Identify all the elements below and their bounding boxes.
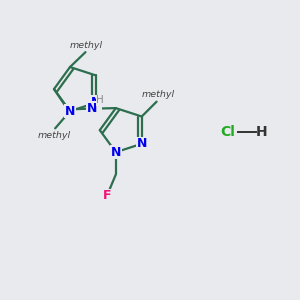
Text: N: N [87,102,97,115]
Text: H: H [97,95,104,105]
Text: Cl: Cl [220,125,235,139]
Text: N: N [91,96,101,109]
Text: N: N [65,105,75,118]
Text: methyl: methyl [141,90,174,99]
Text: methyl: methyl [38,131,70,140]
Text: F: F [103,189,111,203]
Text: N: N [111,146,121,159]
Text: N: N [136,137,147,150]
Text: H: H [256,125,267,139]
Text: methyl: methyl [70,40,103,50]
